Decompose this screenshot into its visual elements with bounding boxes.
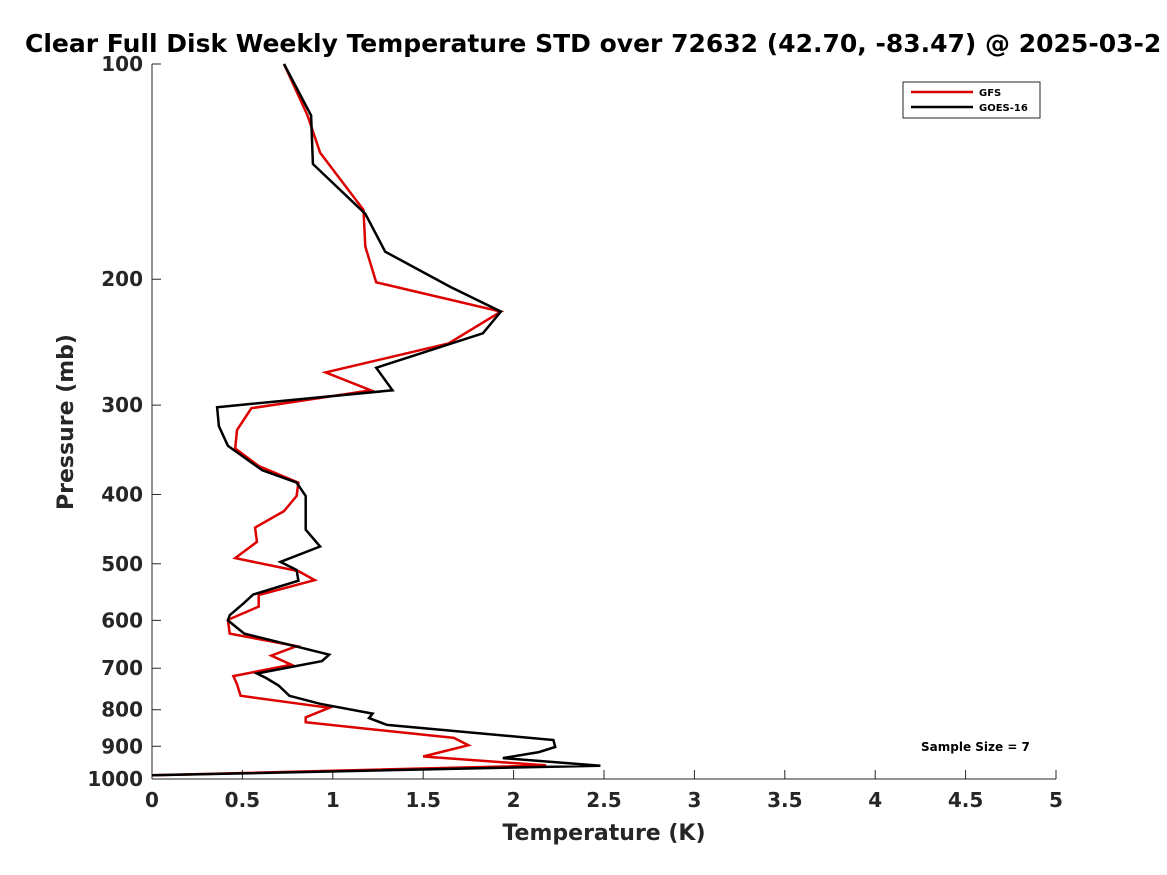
x-tick-label: 1.5: [405, 788, 440, 812]
x-tick-label: 0: [145, 788, 159, 812]
x-axis-ticks: 0 0.5 1 1.5 2 2.5 3 3.5 4 4.5 5: [145, 770, 1063, 812]
y-tick-label: 100: [101, 52, 143, 76]
y-tick-label: 800: [101, 698, 143, 722]
x-tick-label: 1: [326, 788, 340, 812]
y-tick-label: 400: [101, 482, 143, 506]
y-tick-label: 200: [101, 267, 143, 291]
x-tick-label: 3.5: [767, 788, 802, 812]
x-tick-label: 2.5: [586, 788, 621, 812]
y-tick-label: 700: [101, 656, 143, 680]
y-axis-ticks: 100 200 300 400 500 600 700 800 900 1000: [87, 52, 161, 791]
y-tick-label: 1000: [87, 767, 143, 791]
chart-title: Clear Full Disk Weekly Temperature STD o…: [25, 29, 1161, 58]
sample-size-annotation: Sample Size = 7: [921, 740, 1030, 754]
x-tick-label: 0.5: [225, 788, 260, 812]
x-tick-label: 3: [687, 788, 701, 812]
x-axis-label: Temperature (K): [502, 821, 705, 846]
x-tick-label: 2: [507, 788, 521, 812]
legend: GFS GOES-16: [902, 81, 1041, 119]
x-tick-label: 4.5: [948, 788, 983, 812]
x-tick-label: 4: [868, 788, 882, 812]
series-lines: [151, 63, 601, 777]
y-axis-label: Pressure (mb): [54, 334, 79, 510]
y-tick-label: 300: [101, 393, 143, 417]
legend-label-goes-16: GOES-16: [979, 103, 1028, 114]
y-tick-label: 500: [101, 552, 143, 576]
y-tick-label: 600: [101, 608, 143, 632]
y-tick-label: 900: [101, 734, 143, 758]
x-tick-label: 5: [1049, 788, 1063, 812]
legend-box: [902, 81, 1041, 119]
series-line-gfs: [151, 63, 547, 777]
series-line-goes-16: [151, 63, 601, 777]
legend-label-gfs: GFS: [979, 88, 1001, 99]
plot-area: [151, 64, 1056, 780]
